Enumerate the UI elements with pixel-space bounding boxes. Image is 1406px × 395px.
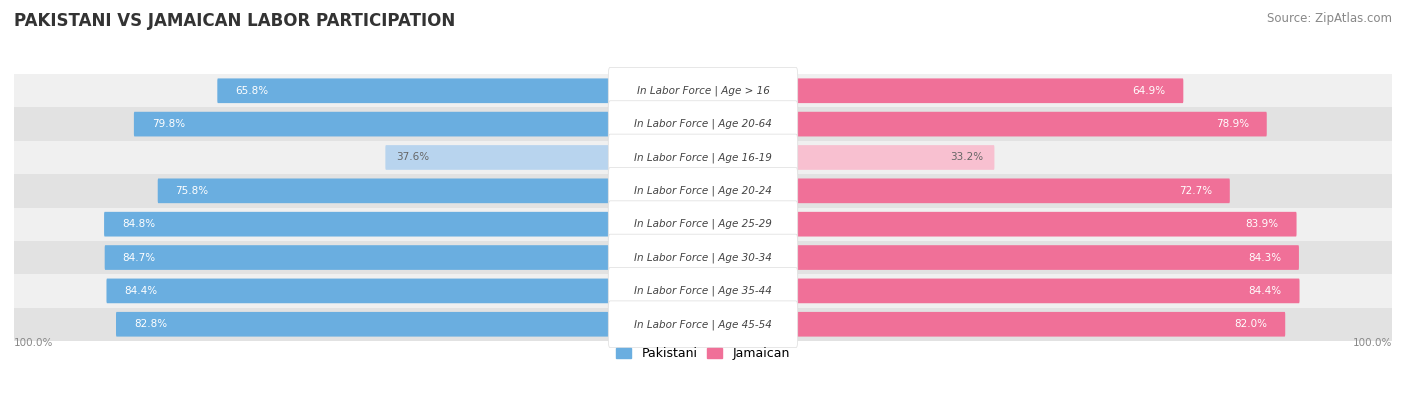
FancyBboxPatch shape <box>157 179 610 203</box>
FancyBboxPatch shape <box>796 112 1267 136</box>
Text: Source: ZipAtlas.com: Source: ZipAtlas.com <box>1267 12 1392 25</box>
FancyBboxPatch shape <box>117 312 610 337</box>
FancyBboxPatch shape <box>104 245 610 270</box>
Text: 100.0%: 100.0% <box>1353 338 1392 348</box>
FancyBboxPatch shape <box>609 234 797 281</box>
Text: In Labor Force | Age > 16: In Labor Force | Age > 16 <box>637 85 769 96</box>
Text: 33.2%: 33.2% <box>950 152 984 162</box>
Text: 84.8%: 84.8% <box>122 219 155 229</box>
FancyBboxPatch shape <box>14 308 1392 341</box>
FancyBboxPatch shape <box>14 207 1392 241</box>
FancyBboxPatch shape <box>796 212 1296 237</box>
FancyBboxPatch shape <box>796 278 1299 303</box>
FancyBboxPatch shape <box>14 241 1392 274</box>
Text: 64.9%: 64.9% <box>1132 86 1166 96</box>
FancyBboxPatch shape <box>385 145 610 170</box>
Text: 82.0%: 82.0% <box>1234 319 1267 329</box>
FancyBboxPatch shape <box>796 79 1184 103</box>
FancyBboxPatch shape <box>218 79 610 103</box>
Text: 84.7%: 84.7% <box>122 252 156 263</box>
FancyBboxPatch shape <box>609 201 797 248</box>
FancyBboxPatch shape <box>796 179 1230 203</box>
Text: In Labor Force | Age 30-34: In Labor Force | Age 30-34 <box>634 252 772 263</box>
Text: 37.6%: 37.6% <box>396 152 429 162</box>
FancyBboxPatch shape <box>134 112 610 136</box>
Text: 79.8%: 79.8% <box>152 119 184 129</box>
FancyBboxPatch shape <box>609 134 797 181</box>
Text: 82.8%: 82.8% <box>134 319 167 329</box>
FancyBboxPatch shape <box>14 174 1392 207</box>
FancyBboxPatch shape <box>796 145 994 170</box>
FancyBboxPatch shape <box>107 278 610 303</box>
Text: In Labor Force | Age 25-29: In Labor Force | Age 25-29 <box>634 219 772 229</box>
FancyBboxPatch shape <box>609 267 797 314</box>
Text: 100.0%: 100.0% <box>14 338 53 348</box>
Text: In Labor Force | Age 45-54: In Labor Force | Age 45-54 <box>634 319 772 329</box>
Text: In Labor Force | Age 20-64: In Labor Force | Age 20-64 <box>634 119 772 130</box>
Text: 84.4%: 84.4% <box>1249 286 1282 296</box>
FancyBboxPatch shape <box>14 274 1392 308</box>
Text: In Labor Force | Age 20-24: In Labor Force | Age 20-24 <box>634 186 772 196</box>
FancyBboxPatch shape <box>609 101 797 147</box>
Legend: Pakistani, Jamaican: Pakistani, Jamaican <box>612 342 794 365</box>
FancyBboxPatch shape <box>609 167 797 214</box>
FancyBboxPatch shape <box>14 74 1392 107</box>
Text: In Labor Force | Age 35-44: In Labor Force | Age 35-44 <box>634 286 772 296</box>
Text: In Labor Force | Age 16-19: In Labor Force | Age 16-19 <box>634 152 772 163</box>
Text: 78.9%: 78.9% <box>1216 119 1249 129</box>
FancyBboxPatch shape <box>14 141 1392 174</box>
FancyBboxPatch shape <box>609 68 797 114</box>
Text: 75.8%: 75.8% <box>176 186 208 196</box>
Text: 84.4%: 84.4% <box>124 286 157 296</box>
Text: 72.7%: 72.7% <box>1178 186 1212 196</box>
FancyBboxPatch shape <box>796 245 1299 270</box>
FancyBboxPatch shape <box>14 107 1392 141</box>
Text: 83.9%: 83.9% <box>1246 219 1279 229</box>
Text: 84.3%: 84.3% <box>1249 252 1281 263</box>
Text: 65.8%: 65.8% <box>235 86 269 96</box>
Text: PAKISTANI VS JAMAICAN LABOR PARTICIPATION: PAKISTANI VS JAMAICAN LABOR PARTICIPATIO… <box>14 12 456 30</box>
FancyBboxPatch shape <box>796 312 1285 337</box>
FancyBboxPatch shape <box>609 301 797 348</box>
FancyBboxPatch shape <box>104 212 610 237</box>
